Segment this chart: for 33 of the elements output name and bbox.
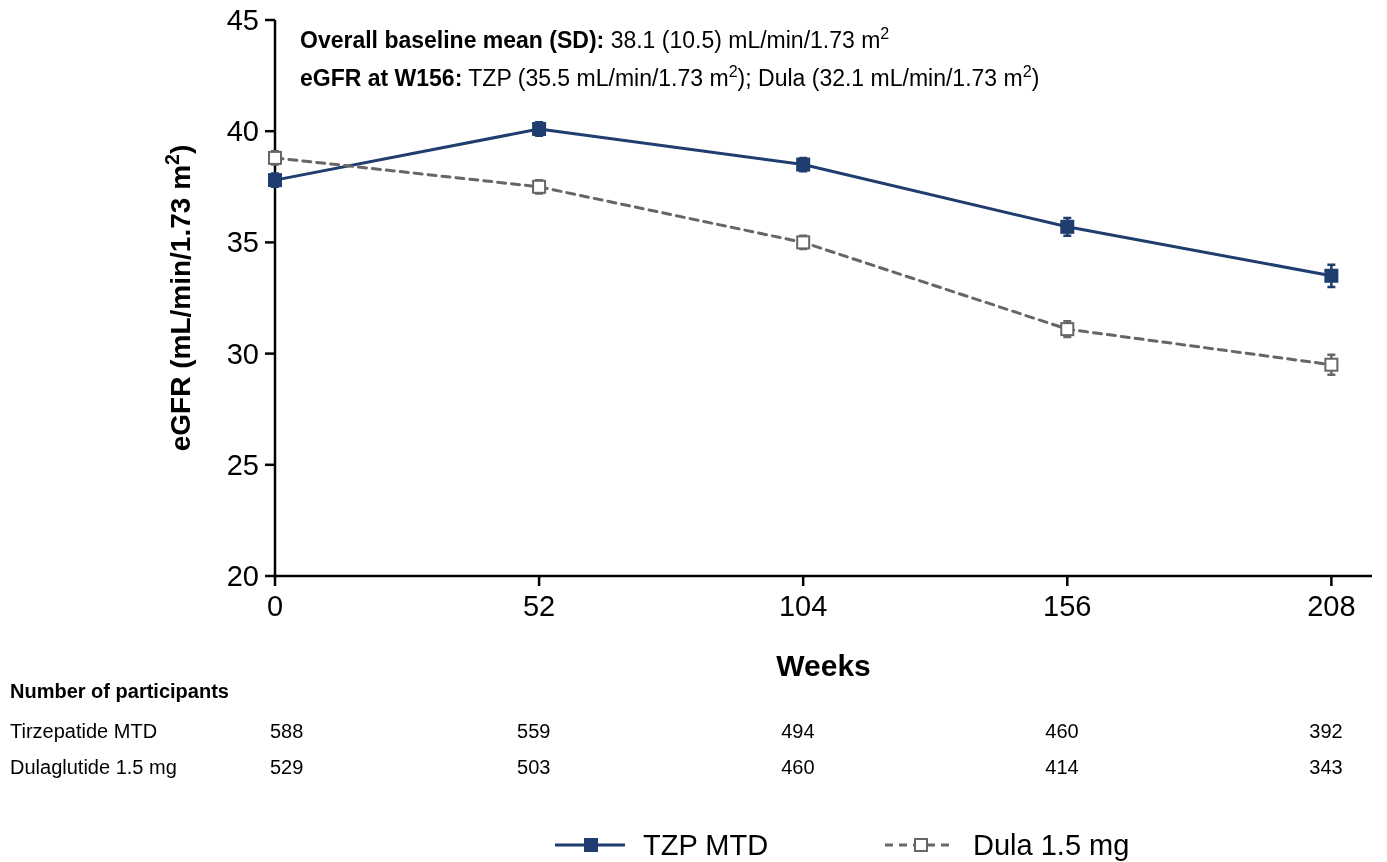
x-tick-label: 0: [266, 590, 284, 622]
annotation: Overall baseline mean (SD):: [300, 27, 605, 53]
text: 460: [1045, 720, 1079, 742]
text: 414: [1045, 756, 1079, 778]
x-axis-title: Weeks: [776, 649, 871, 682]
y-tick-label: 20: [226, 560, 259, 592]
x-tick-label: 208: [1307, 590, 1356, 622]
y-tick-label: 40: [226, 115, 259, 148]
text: Tirzepatide MTD: [10, 720, 158, 742]
text: 392: [1309, 720, 1343, 742]
x-tick-label: 156: [1043, 590, 1092, 622]
x-tick-label: 104: [778, 590, 828, 622]
text: Number of participants: [10, 680, 229, 702]
text: 460: [781, 756, 815, 778]
y-tick-label: 35: [226, 226, 259, 259]
annotation: 38.1 (10.5) mL/min/1.73 m$^{2}$: [610, 24, 890, 53]
text: 588: [270, 720, 304, 742]
legend-label: TZP MTD: [643, 829, 769, 861]
y-tick-label: 30: [226, 337, 259, 370]
y-tick-label: 25: [226, 448, 259, 481]
point: [1324, 268, 1339, 283]
annotation: eGFR at W156:: [300, 65, 463, 91]
text: 529: [270, 756, 304, 778]
point: [1324, 357, 1339, 372]
text: Dulaglutide 1.5 mg: [10, 756, 177, 778]
annotation: TZP (35.5 mL/min/1.73 m$^{2}$); Dula (32.1 mL/min/1.73 m$^{2}$): [468, 62, 1040, 91]
text: 559: [517, 720, 551, 742]
y-tick-label: 45: [226, 4, 259, 36]
legend-label: Dula 1.5 mg: [973, 829, 1130, 861]
text: 503: [517, 756, 551, 778]
x-tick-label: 52: [522, 590, 556, 622]
text: 494: [781, 720, 815, 742]
text: 343: [1309, 756, 1343, 778]
